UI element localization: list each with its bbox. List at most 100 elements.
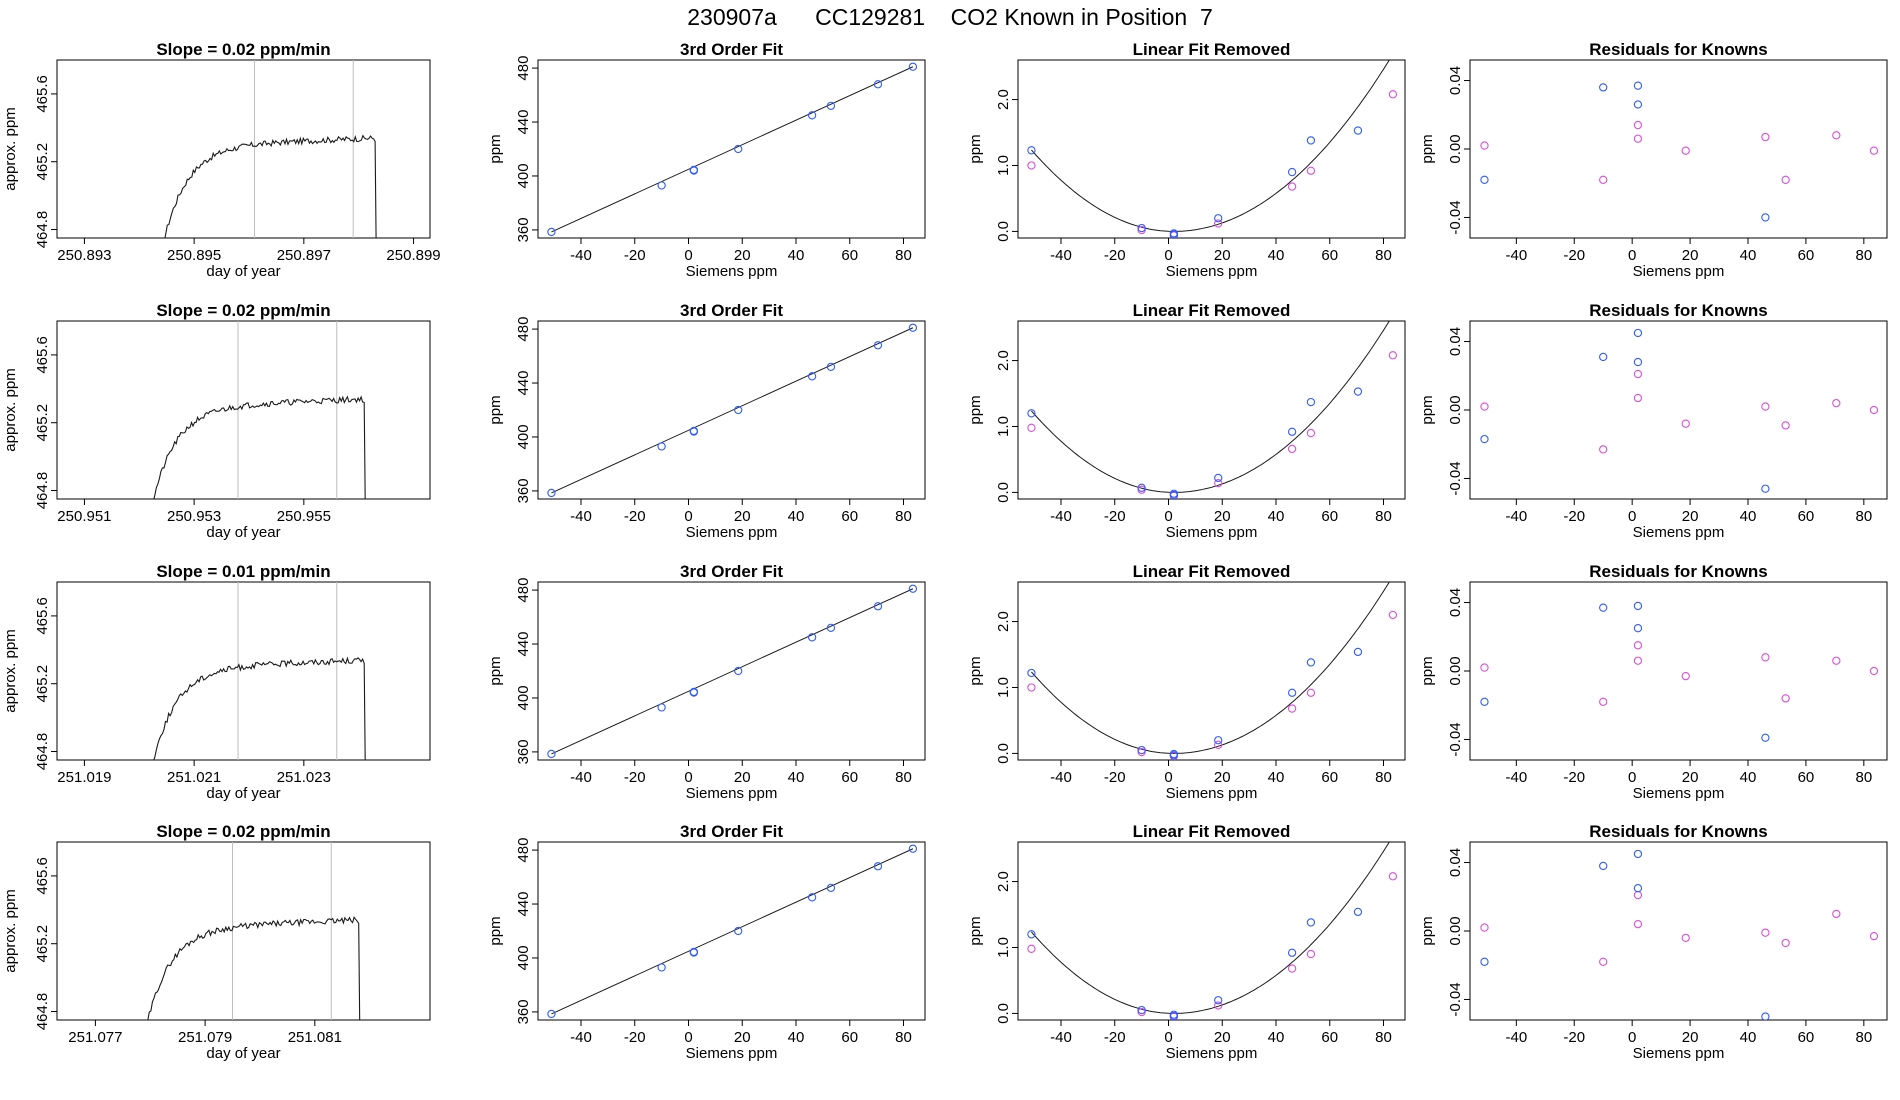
data-point-magenta	[1633, 641, 1643, 650]
data-point	[734, 144, 743, 154]
y-axis: -0.04 0.00 0.04	[1447, 588, 1470, 757]
data-point-magenta	[1781, 421, 1790, 430]
y-tick-label: 464.8	[34, 993, 51, 1031]
chart-title: Slope = 0.02 ppm/min	[156, 40, 330, 59]
x-tick-label: 80	[1375, 247, 1392, 264]
data-point-blue	[1306, 397, 1316, 407]
x-tick-label: 20	[1682, 1029, 1699, 1046]
x-tick-label: -20	[1104, 769, 1126, 786]
chart-panel-r4c1: Slope = 0.02 ppm/min 251.077 251.079 251.08…	[2, 822, 431, 1062]
data-point-blue	[1633, 357, 1643, 367]
x-tick-label: 40	[788, 508, 805, 525]
y-axis: 464.8 465.2 465.6	[34, 857, 57, 1030]
y-tick-label: 465.2	[34, 665, 51, 703]
x-tick-label: 0	[1628, 769, 1636, 786]
x-axis-label: Siemens ppm	[1166, 785, 1258, 802]
data-point-blue	[1599, 861, 1608, 871]
data-point	[873, 602, 883, 611]
y-axis: 360 400 440 480	[515, 838, 538, 1024]
plot-area	[1027, 60, 1398, 238]
y-tick-label: 465.6	[34, 597, 51, 635]
plot-frame	[56, 841, 431, 1021]
data-point-blue	[1306, 918, 1316, 927]
x-tick-label: 80	[1855, 247, 1872, 264]
plot-frame	[537, 581, 926, 761]
plot-frame	[1469, 841, 1888, 1021]
chart-title: Slope = 0.01 ppm/min	[156, 562, 330, 581]
x-tick-label: 0	[1628, 508, 1636, 525]
data-point-magenta	[1480, 923, 1489, 932]
y-axis-label: ppm	[1419, 916, 1436, 945]
data-point-blue	[1137, 483, 1146, 492]
y-tick-label: 465.2	[34, 925, 51, 963]
y-tick-label: 0.00	[1447, 916, 1464, 945]
x-tick-label: 60	[1798, 508, 1815, 525]
data-point-magenta	[1681, 671, 1690, 681]
data-point	[689, 687, 699, 697]
x-axis-label: day of year	[206, 263, 280, 280]
x-tick-label: 0	[1628, 247, 1636, 264]
x-tick-label: 0	[684, 508, 692, 525]
x-tick-label: 40	[1740, 508, 1757, 525]
x-axis: -40 -20 0 20 40 60 80	[1505, 1020, 1872, 1046]
x-tick-label: 0	[1628, 1029, 1636, 1046]
x-tick-label: 80	[895, 508, 912, 525]
page-header: 230907a CC129281 CO2 Known in Position 7	[0, 0, 1900, 34]
chart-title: Linear Fit Removed	[1133, 40, 1291, 59]
y-axis-label: ppm	[967, 656, 984, 685]
data-point-blue	[1633, 328, 1643, 338]
data-point-magenta	[1027, 423, 1036, 432]
data-point-magenta	[1306, 166, 1316, 175]
y-axis-label: ppm	[1419, 134, 1436, 163]
y-tick-label: 0.00	[1447, 656, 1464, 685]
chart-title: 3rd Order Fit	[680, 301, 783, 320]
fit-curve	[1031, 321, 1390, 493]
y-tick-label: 0.04	[1447, 327, 1464, 356]
data-point	[873, 862, 883, 871]
chart-panel-r4c2: 3rd Order Fit -40 -20 0 20 40 60 80 Siemens ppm 3…	[487, 822, 926, 1062]
data-point-magenta	[1027, 161, 1036, 170]
y-axis-label: ppm	[1419, 656, 1436, 685]
y-tick-label: -0.04	[1447, 722, 1464, 756]
y-tick-label: 0.04	[1447, 588, 1464, 617]
plot-area	[1027, 582, 1398, 760]
y-tick-label: 360	[515, 739, 532, 764]
x-axis-label: Siemens ppm	[686, 263, 778, 280]
data-point-magenta	[1832, 909, 1841, 919]
plot-area	[1027, 842, 1398, 1020]
x-tick-label: 40	[788, 769, 805, 786]
x-tick-label: 251.019	[57, 769, 111, 786]
x-tick-label: 20	[734, 1029, 751, 1046]
x-tick-label: 80	[1855, 769, 1872, 786]
chart-title: Residuals for Knowns	[1589, 562, 1768, 581]
y-tick-label: 360	[515, 478, 532, 503]
data-point-magenta	[1633, 890, 1643, 900]
y-tick-label: 2.0	[995, 871, 1012, 892]
data-point	[689, 165, 699, 175]
data-point-magenta	[1287, 182, 1297, 191]
plot-frame	[1017, 841, 1406, 1021]
data-point-magenta	[1306, 949, 1316, 959]
y-tick-label: 400	[515, 685, 532, 710]
y-tick-label: 464.8	[34, 733, 51, 771]
plot-area	[1480, 601, 1879, 742]
data-point-blue	[1353, 387, 1363, 396]
data-point-blue	[1633, 624, 1643, 633]
y-axis-label: ppm	[967, 134, 984, 163]
data-point	[657, 703, 666, 712]
x-tick-label: 80	[895, 1029, 912, 1046]
data-point-blue	[1761, 733, 1770, 742]
plot-frame	[56, 581, 431, 761]
x-tick-label: 80	[1375, 1029, 1392, 1046]
data-point-blue	[1480, 697, 1489, 706]
x-tick-label: 250.895	[167, 247, 221, 264]
data-point-blue	[1599, 83, 1608, 92]
data-point-magenta	[1869, 146, 1879, 155]
y-tick-label: 0.0	[995, 1003, 1012, 1024]
y-axis-label: ppm	[487, 395, 504, 424]
data-point-magenta	[1832, 656, 1841, 665]
x-tick-label: -40	[1505, 508, 1527, 525]
data-point-blue	[1306, 136, 1316, 145]
y-tick-label: 360	[515, 999, 532, 1024]
y-tick-label: 1.0	[995, 677, 1012, 698]
